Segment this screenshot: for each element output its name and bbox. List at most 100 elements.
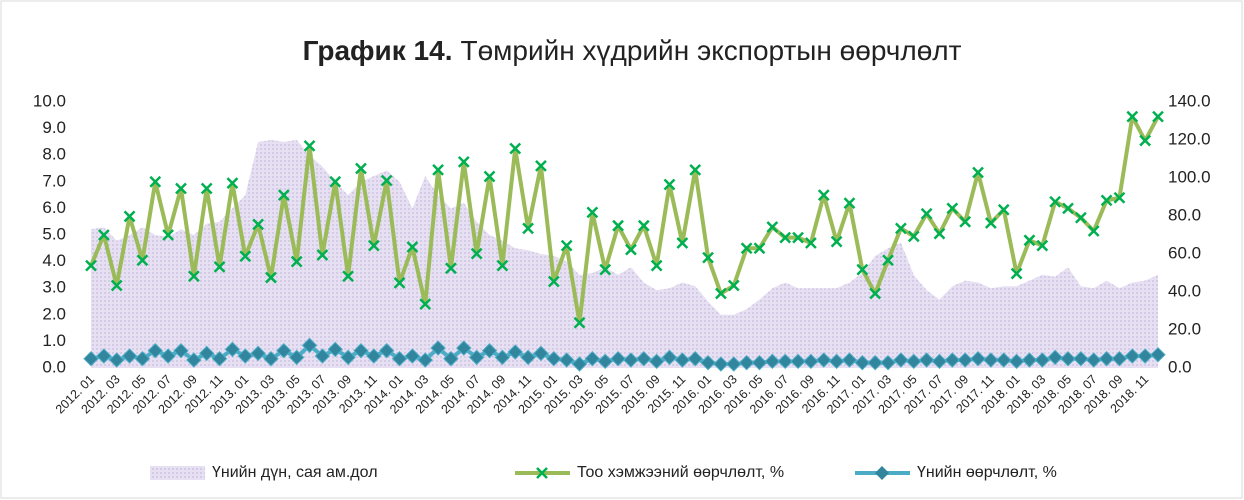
marker-x-shape [277,189,290,201]
y2-tick-label: 80.0 [1168,205,1201,224]
marker-diamond [198,345,215,362]
marker-diamond [918,352,935,368]
marker-diamond [623,352,639,368]
y2-tick-label: 60.0 [1168,243,1201,262]
marker-diamond [173,343,189,359]
marker-diamond [96,348,112,364]
marker-diamond [1111,350,1128,367]
marker-x-shape [239,250,252,263]
marker-x [560,239,573,252]
marker-diamond [147,343,163,359]
marker-x [445,262,457,275]
marker-x [290,255,303,268]
marker-x [265,271,277,284]
marker-x [535,159,547,172]
marker-x-shape [380,174,393,187]
marker-x [972,166,984,179]
marker-x-shape [972,166,984,179]
marker-diamond [636,350,652,367]
marker-x [226,177,239,190]
marker-diamond [121,348,138,364]
marker-diamond [353,343,369,359]
marker-x [805,237,817,249]
y-tick-label: 8.0 [42,145,66,164]
marker-diamond [751,354,768,371]
marker-x [1074,211,1087,224]
marker-x-shape [470,247,483,260]
marker-x-shape [779,231,792,244]
y-tick-label: 0.0 [42,357,66,376]
marker-diamond [366,348,382,364]
marker-diamond [134,350,151,367]
marker-x [97,229,110,241]
marker-diamond [996,352,1012,368]
marker-x-shape [290,255,303,268]
marker-diamond [674,352,691,368]
y-tick-label: 6.0 [42,198,66,217]
marker-x [625,243,637,256]
y-tick-label: 4.0 [42,251,66,270]
marker-x [110,279,123,292]
marker-x [766,221,779,233]
marker-x-shape [856,263,869,276]
marker-x [997,203,1010,216]
marker-x [457,155,470,168]
marker-diamond [276,343,292,359]
marker-diamond [507,344,523,360]
marker-x [496,259,509,272]
marker-diamond [250,345,266,362]
marker-diamond [263,350,279,367]
marker-x [432,163,444,176]
marker-diamond [288,349,305,366]
marker-x [1126,110,1139,123]
marker-diamond [1086,352,1102,368]
marker-x-shape [213,261,226,273]
marker-x [1139,134,1152,147]
marker-x-shape [882,254,894,267]
marker-diamond [186,352,202,368]
marker-x [933,227,946,240]
marker-x-shape [573,316,586,329]
marker-x-shape [329,175,342,188]
marker-diamond [83,350,99,367]
marker-x [1087,225,1100,237]
y-tick-label: 1.0 [42,331,66,350]
marker-diamond [983,352,999,368]
marker-x [252,218,265,231]
marker-diamond [880,354,896,371]
marker-x [1049,195,1062,208]
marker-x-shape [792,231,804,244]
marker-x-shape [457,155,470,168]
marker-x-shape [1152,110,1164,123]
marker-x-shape [97,229,110,241]
marker-x [316,249,329,261]
marker-x-shape [599,263,612,276]
marker-x [367,239,380,252]
marker-x [470,247,483,260]
marker-x-shape [1036,239,1049,252]
marker-x-shape [997,203,1010,216]
marker-x-shape [1100,194,1113,207]
y2-tick-label: 120.0 [1168,129,1211,148]
marker-x [573,316,586,329]
marker-x-shape [817,189,830,201]
marker-x [843,197,856,209]
marker-x [1023,234,1036,247]
marker-x-shape [984,217,997,229]
y-tick-label: 2.0 [42,304,66,323]
marker-diamond [803,353,819,370]
marker-diamond [571,356,588,372]
marker-x-shape [650,259,663,272]
marker-diamond [944,352,961,368]
marker-x [650,259,663,272]
marker-x-shape [805,237,817,249]
y-tick-label: 5.0 [42,224,66,243]
marker-diamond [314,348,331,364]
marker-diamond [340,349,356,366]
marker-x-shape [1023,234,1036,247]
marker-x-shape [85,259,97,272]
y-tick-label: 10.0 [33,91,66,110]
legend-marker [536,467,548,479]
marker-x-shape [342,270,354,283]
marker-x-shape [959,215,972,228]
